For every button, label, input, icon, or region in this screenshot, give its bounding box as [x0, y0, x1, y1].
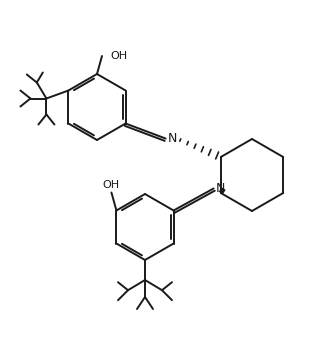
Text: OH: OH: [103, 180, 120, 189]
Text: OH: OH: [110, 51, 128, 61]
Text: N: N: [168, 132, 177, 145]
Text: N: N: [216, 182, 225, 195]
